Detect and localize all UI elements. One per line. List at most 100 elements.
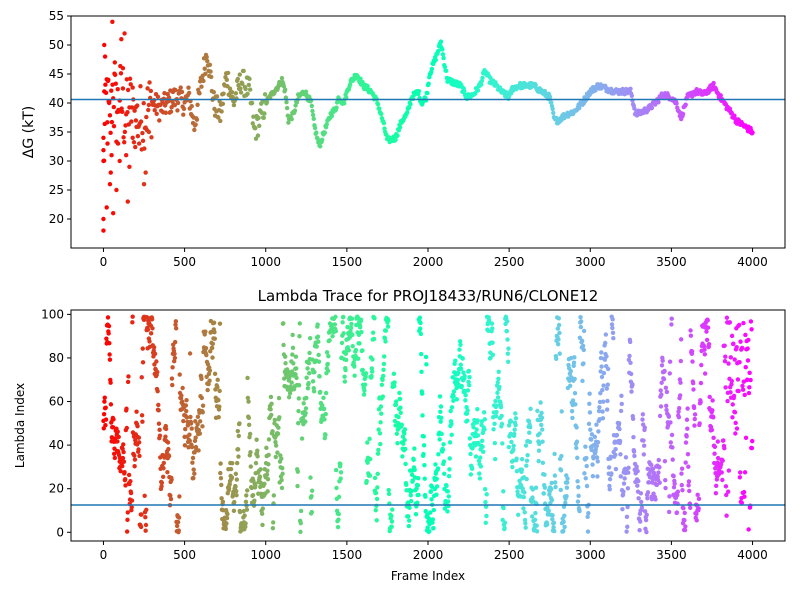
lambda-point xyxy=(423,508,428,514)
lambda-point xyxy=(511,447,516,452)
lambda-point xyxy=(136,435,142,440)
lambda-point xyxy=(750,438,755,444)
lambda-point xyxy=(395,441,400,446)
lambda-point xyxy=(106,331,111,336)
lambda-point xyxy=(107,340,112,346)
lambda-point xyxy=(721,438,726,443)
delta-g-point xyxy=(319,137,325,143)
lambda-point xyxy=(166,453,172,459)
lambda-point xyxy=(389,524,394,529)
lambda-point xyxy=(608,454,613,459)
lambda-point xyxy=(492,456,498,462)
delta-g-point xyxy=(109,119,115,125)
lambda-point xyxy=(280,471,285,476)
lambda-point xyxy=(207,368,213,373)
lambda-point xyxy=(394,431,400,436)
lambda-point xyxy=(216,414,221,420)
delta-g-point xyxy=(261,115,266,121)
delta-g-point xyxy=(216,115,221,120)
delta-g-point xyxy=(286,120,291,125)
lambda-point xyxy=(234,460,240,466)
lambda-point xyxy=(411,457,416,463)
delta-g-point xyxy=(311,116,316,121)
lambda-point xyxy=(688,505,693,511)
lambda-point xyxy=(310,379,316,384)
lambda-point xyxy=(144,315,150,320)
lambda-point xyxy=(190,455,196,461)
lambda-point xyxy=(315,322,320,327)
lambda-point xyxy=(270,429,275,434)
lambda-point xyxy=(161,460,167,466)
delta-g-point xyxy=(203,71,208,76)
lambda-point xyxy=(438,404,444,409)
delta-g-point xyxy=(436,48,441,54)
lambda-point xyxy=(681,505,686,511)
lambda-point xyxy=(489,321,495,326)
lambda-point xyxy=(121,449,126,455)
delta-g-point xyxy=(129,105,135,110)
lambda-point xyxy=(659,363,665,368)
lambda-point xyxy=(243,521,248,526)
lambda-point xyxy=(149,316,155,322)
lambda-point xyxy=(248,464,253,469)
delta-g-point xyxy=(125,199,130,204)
lambda-point xyxy=(584,483,590,489)
lambda-point xyxy=(692,423,697,428)
lambda-point xyxy=(465,408,470,413)
lambda-point xyxy=(530,487,536,492)
lambda-point xyxy=(591,456,596,461)
delta-g-point xyxy=(121,135,126,140)
lambda-point xyxy=(559,453,564,459)
lambda-point xyxy=(207,378,212,383)
lambda-point xyxy=(367,473,373,478)
delta-g-point xyxy=(138,119,144,124)
lambda-point xyxy=(594,443,599,449)
lambda-point xyxy=(627,353,632,359)
lambda-point xyxy=(746,337,751,343)
lambda-axes-frame xyxy=(70,309,786,542)
lambda-point xyxy=(266,452,271,458)
lambda-point xyxy=(723,354,728,359)
delta-g-point xyxy=(133,144,138,150)
lambda-point xyxy=(120,463,125,469)
lambda-point xyxy=(538,400,543,405)
lambda-point xyxy=(720,458,725,463)
delta-g-point xyxy=(441,55,446,61)
lambda-point xyxy=(316,359,322,364)
lambda-point xyxy=(150,326,155,331)
delta-g-point xyxy=(127,164,132,169)
delta-g-point xyxy=(406,105,412,110)
lambda-point xyxy=(111,417,116,422)
lambda-point xyxy=(418,326,423,331)
x-tick-label: 3500 xyxy=(656,548,687,562)
lambda-point xyxy=(297,321,303,326)
lambda-point xyxy=(453,358,458,363)
lambda-point xyxy=(446,474,452,479)
lambda-point xyxy=(385,324,391,329)
lambda-point xyxy=(195,422,200,427)
lambda-point xyxy=(682,518,687,523)
lambda-point xyxy=(749,327,754,332)
lambda-point xyxy=(475,418,480,423)
lambda-point xyxy=(316,339,321,344)
lambda-point xyxy=(692,412,698,417)
lambda-point xyxy=(269,401,274,406)
lambda-point xyxy=(669,432,675,438)
lambda-point xyxy=(564,485,570,490)
lambda-point xyxy=(733,420,738,426)
lambda-point xyxy=(442,471,447,476)
lambda-point xyxy=(136,447,141,452)
delta-g-point xyxy=(393,137,398,143)
lambda-point xyxy=(635,468,640,474)
lambda-point xyxy=(421,451,426,457)
delta-g-point xyxy=(257,123,262,129)
lambda-point xyxy=(375,485,380,490)
lambda-point xyxy=(177,494,182,499)
lambda-point xyxy=(416,492,421,498)
lambda-point xyxy=(575,499,581,504)
lambda-point xyxy=(190,460,195,465)
lambda-point xyxy=(325,361,330,367)
delta-g-point xyxy=(103,82,108,87)
lambda-point xyxy=(569,408,575,414)
lambda-point xyxy=(324,350,330,355)
